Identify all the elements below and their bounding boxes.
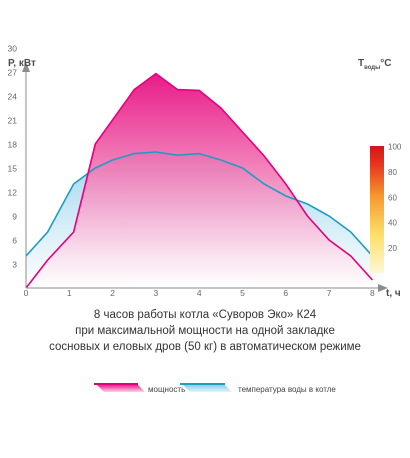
y-tick-label: 18: [8, 140, 18, 150]
y-tick-labels: 3 6 9 12 15 18 21 24 27 30: [8, 44, 18, 270]
secondary-axis-label-main: T: [358, 58, 364, 69]
area-power: [26, 73, 373, 288]
axes: [22, 62, 388, 292]
y-axis-arrow-icon: [22, 62, 30, 72]
series-layer: [25, 72, 373, 289]
legend-swatch-power: [96, 384, 145, 392]
y-tick-label: 24: [8, 92, 18, 102]
colorbar-tick-label: 60: [388, 193, 397, 202]
y-tick-label: 27: [8, 68, 18, 78]
colorbar-tick-labels: 20 40 60 80 100: [388, 143, 402, 254]
x-axis-label: t, ч: [386, 288, 401, 299]
x-tick-label: 7: [327, 288, 332, 298]
x-tick-labels: 0 1 2 3 4 5 6 7 8: [24, 288, 375, 298]
x-tick-label: 1: [67, 288, 72, 298]
y-tick-label: 12: [8, 188, 18, 198]
x-axis-arrow-icon: [378, 284, 388, 292]
title-line-3: сосновых и еловых дров (50 кг) в автомат…: [49, 341, 361, 353]
y-tick-label: 3: [12, 260, 17, 270]
x-tick-label: 3: [154, 288, 159, 298]
legend-label-power: мощность: [148, 385, 185, 394]
x-tick-label: 4: [197, 288, 202, 298]
legend-item-temperature: температура воды в котле: [180, 383, 336, 394]
y-tick-label: 6: [12, 236, 17, 246]
legend: мощность температура воды в котле: [94, 383, 336, 394]
x-tick-label: 8: [370, 288, 375, 298]
colorbar-tick-label: 80: [388, 168, 397, 177]
y-axis-label: Р, кВт: [8, 58, 36, 69]
x-tick-label: 6: [283, 288, 288, 298]
title-line-2: при максимальной мощности на одной закла…: [75, 325, 335, 337]
y-tick-label: 21: [8, 116, 18, 126]
x-tick-label: 0: [24, 288, 29, 298]
secondary-axis-label-sub: воды: [364, 65, 380, 71]
secondary-axis-label-unit: °C: [380, 58, 391, 69]
secondary-axis-label: Tводы°C: [358, 58, 391, 71]
legend-item-power: мощность: [94, 383, 185, 394]
x-tick-label: 2: [110, 288, 115, 298]
temperature-colorbar: [370, 146, 384, 273]
y-tick-label: 30: [8, 44, 18, 54]
legend-swatch-temperature: [182, 384, 232, 392]
x-tick-label: 5: [240, 288, 245, 298]
colorbar-tick-label: 40: [388, 219, 397, 228]
legend-label-temperature: температура воды в котле: [238, 385, 336, 394]
title-line-1: 8 часов работы котла «Суворов Эко» К24: [94, 309, 317, 321]
line-power: [25, 72, 373, 289]
colorbar-tick-label: 100: [388, 143, 402, 152]
y-tick-label: 15: [8, 164, 18, 174]
chart-title: 8 часов работы котла «Суворов Эко» К24 п…: [49, 309, 361, 353]
colorbar-tick-label: 20: [388, 244, 397, 253]
y-tick-label: 9: [12, 212, 17, 222]
